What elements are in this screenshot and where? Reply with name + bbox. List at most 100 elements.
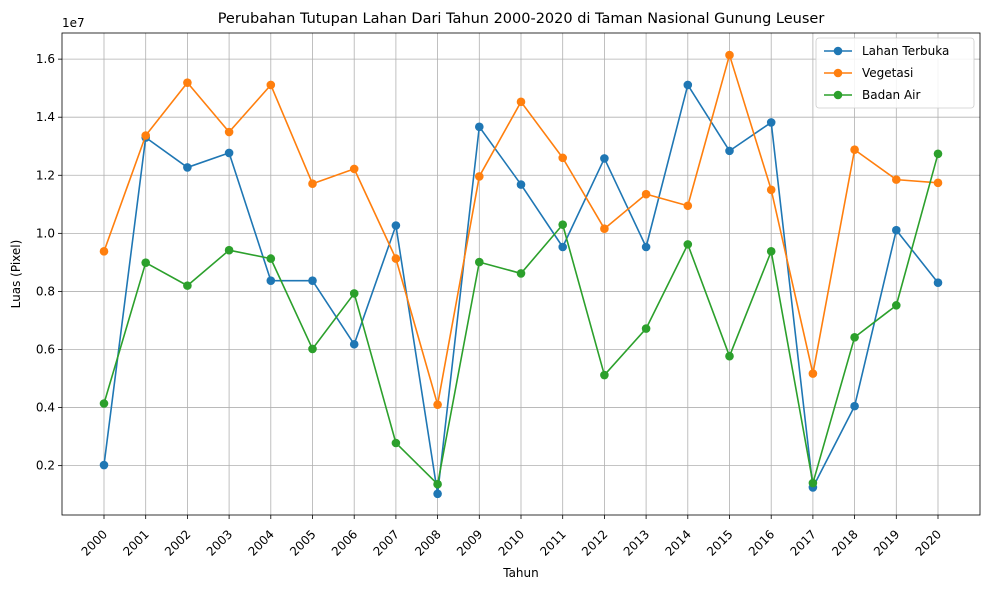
data-point xyxy=(600,370,609,380)
x-tick-label: 2019 xyxy=(871,527,902,558)
x-tick-label: 2000 xyxy=(79,527,110,558)
y-tick-label: 0.6 xyxy=(36,342,55,356)
x-tick-label: 2006 xyxy=(329,527,360,558)
data-point xyxy=(600,224,609,234)
x-tick-label: 2003 xyxy=(204,527,235,558)
data-point xyxy=(683,201,693,211)
data-point xyxy=(475,257,484,267)
y-tick-label: 0.8 xyxy=(36,284,55,298)
data-point xyxy=(433,489,442,499)
y-tick-label: 0.2 xyxy=(36,459,55,473)
data-point xyxy=(308,179,317,188)
series-badan-air xyxy=(99,149,943,489)
data-point xyxy=(183,163,192,172)
data-point xyxy=(683,240,693,249)
data-point xyxy=(433,479,442,489)
series-lahan-terbuka xyxy=(99,80,943,499)
data-point xyxy=(933,149,943,159)
data-point xyxy=(933,278,943,288)
x-tick-label: 2011 xyxy=(537,527,568,558)
data-point xyxy=(433,400,442,409)
x-tick-label: 2016 xyxy=(746,527,777,558)
x-tick-label: 2014 xyxy=(662,527,693,558)
data-point xyxy=(850,401,859,411)
data-point xyxy=(933,178,943,188)
x-tick-label: 2005 xyxy=(287,527,318,558)
data-point xyxy=(391,254,401,263)
data-point xyxy=(558,220,567,229)
data-point xyxy=(99,460,109,470)
x-tick-label: 2012 xyxy=(579,527,610,558)
x-tick-label: 2004 xyxy=(245,527,276,558)
x-tick-label: 2017 xyxy=(788,527,819,558)
data-point xyxy=(516,97,526,107)
data-point xyxy=(558,242,567,252)
data-point xyxy=(892,225,901,235)
data-point xyxy=(99,247,109,256)
y-tick-label: 1.2 xyxy=(36,168,55,182)
y-tick-label: 1.0 xyxy=(36,226,55,240)
data-point xyxy=(850,332,859,342)
legend-label: Vegetasi xyxy=(862,66,913,80)
data-point xyxy=(266,276,276,285)
data-point xyxy=(224,148,234,158)
y-tick-label: 1.6 xyxy=(36,52,55,66)
y-tick-label: 0.4 xyxy=(36,401,55,415)
chart-title: Perubahan Tutupan Lahan Dari Tahun 2000-… xyxy=(218,11,825,27)
data-point xyxy=(558,153,567,163)
legend-label: Badan Air xyxy=(862,88,921,102)
legend-box xyxy=(815,37,975,109)
series-vegetasi xyxy=(99,50,943,409)
data-point xyxy=(516,180,526,189)
x-tick-label: 2015 xyxy=(704,527,735,558)
data-point xyxy=(349,339,359,349)
x-tick-label: 2007 xyxy=(371,527,402,558)
data-point xyxy=(224,245,234,255)
data-point xyxy=(141,131,150,140)
data-point xyxy=(808,369,818,378)
data-point xyxy=(725,50,734,60)
data-point xyxy=(892,301,901,310)
data-point xyxy=(683,80,693,90)
data-point xyxy=(183,281,192,290)
legend-label: Lahan Terbuka xyxy=(862,44,949,58)
x-tick-label: 2008 xyxy=(412,527,443,558)
data-point xyxy=(641,324,651,333)
data-point xyxy=(308,276,317,285)
data-point xyxy=(766,185,776,195)
x-tick-label: 2009 xyxy=(454,527,485,558)
y-offset-text: 1e7 xyxy=(62,16,85,30)
data-point xyxy=(141,258,150,267)
x-tick-label: 2010 xyxy=(496,527,527,558)
y-tick-label: 1.4 xyxy=(36,110,55,124)
x-tick-label: 2020 xyxy=(913,527,944,558)
data-point xyxy=(266,80,276,90)
legend-marker xyxy=(833,90,843,100)
data-point xyxy=(224,127,234,137)
x-tick-label: 2018 xyxy=(829,527,860,558)
data-point xyxy=(600,154,609,163)
data-point xyxy=(391,221,401,230)
data-point xyxy=(308,344,317,354)
legend-marker xyxy=(833,68,843,78)
series-group xyxy=(99,50,943,499)
data-point xyxy=(641,189,651,199)
data-point xyxy=(641,242,651,252)
data-point xyxy=(349,164,359,174)
data-point xyxy=(725,351,734,361)
data-point xyxy=(391,438,401,448)
x-tick-label: 2002 xyxy=(162,527,193,558)
data-point xyxy=(850,145,859,155)
axes: 2000 2001 2002 2003 2004 2005 2006 2007 2008 2009… xyxy=(36,32,981,559)
data-point xyxy=(183,78,192,87)
data-point xyxy=(516,269,526,278)
y-axis-label: Luas (Pixel) xyxy=(9,240,23,309)
data-point xyxy=(349,289,359,298)
data-point xyxy=(475,122,484,132)
data-point xyxy=(725,146,734,156)
data-point xyxy=(266,254,276,263)
data-point xyxy=(766,118,776,127)
x-axis-label: Tahun xyxy=(502,566,539,580)
x-tick-label: 2001 xyxy=(120,527,151,558)
